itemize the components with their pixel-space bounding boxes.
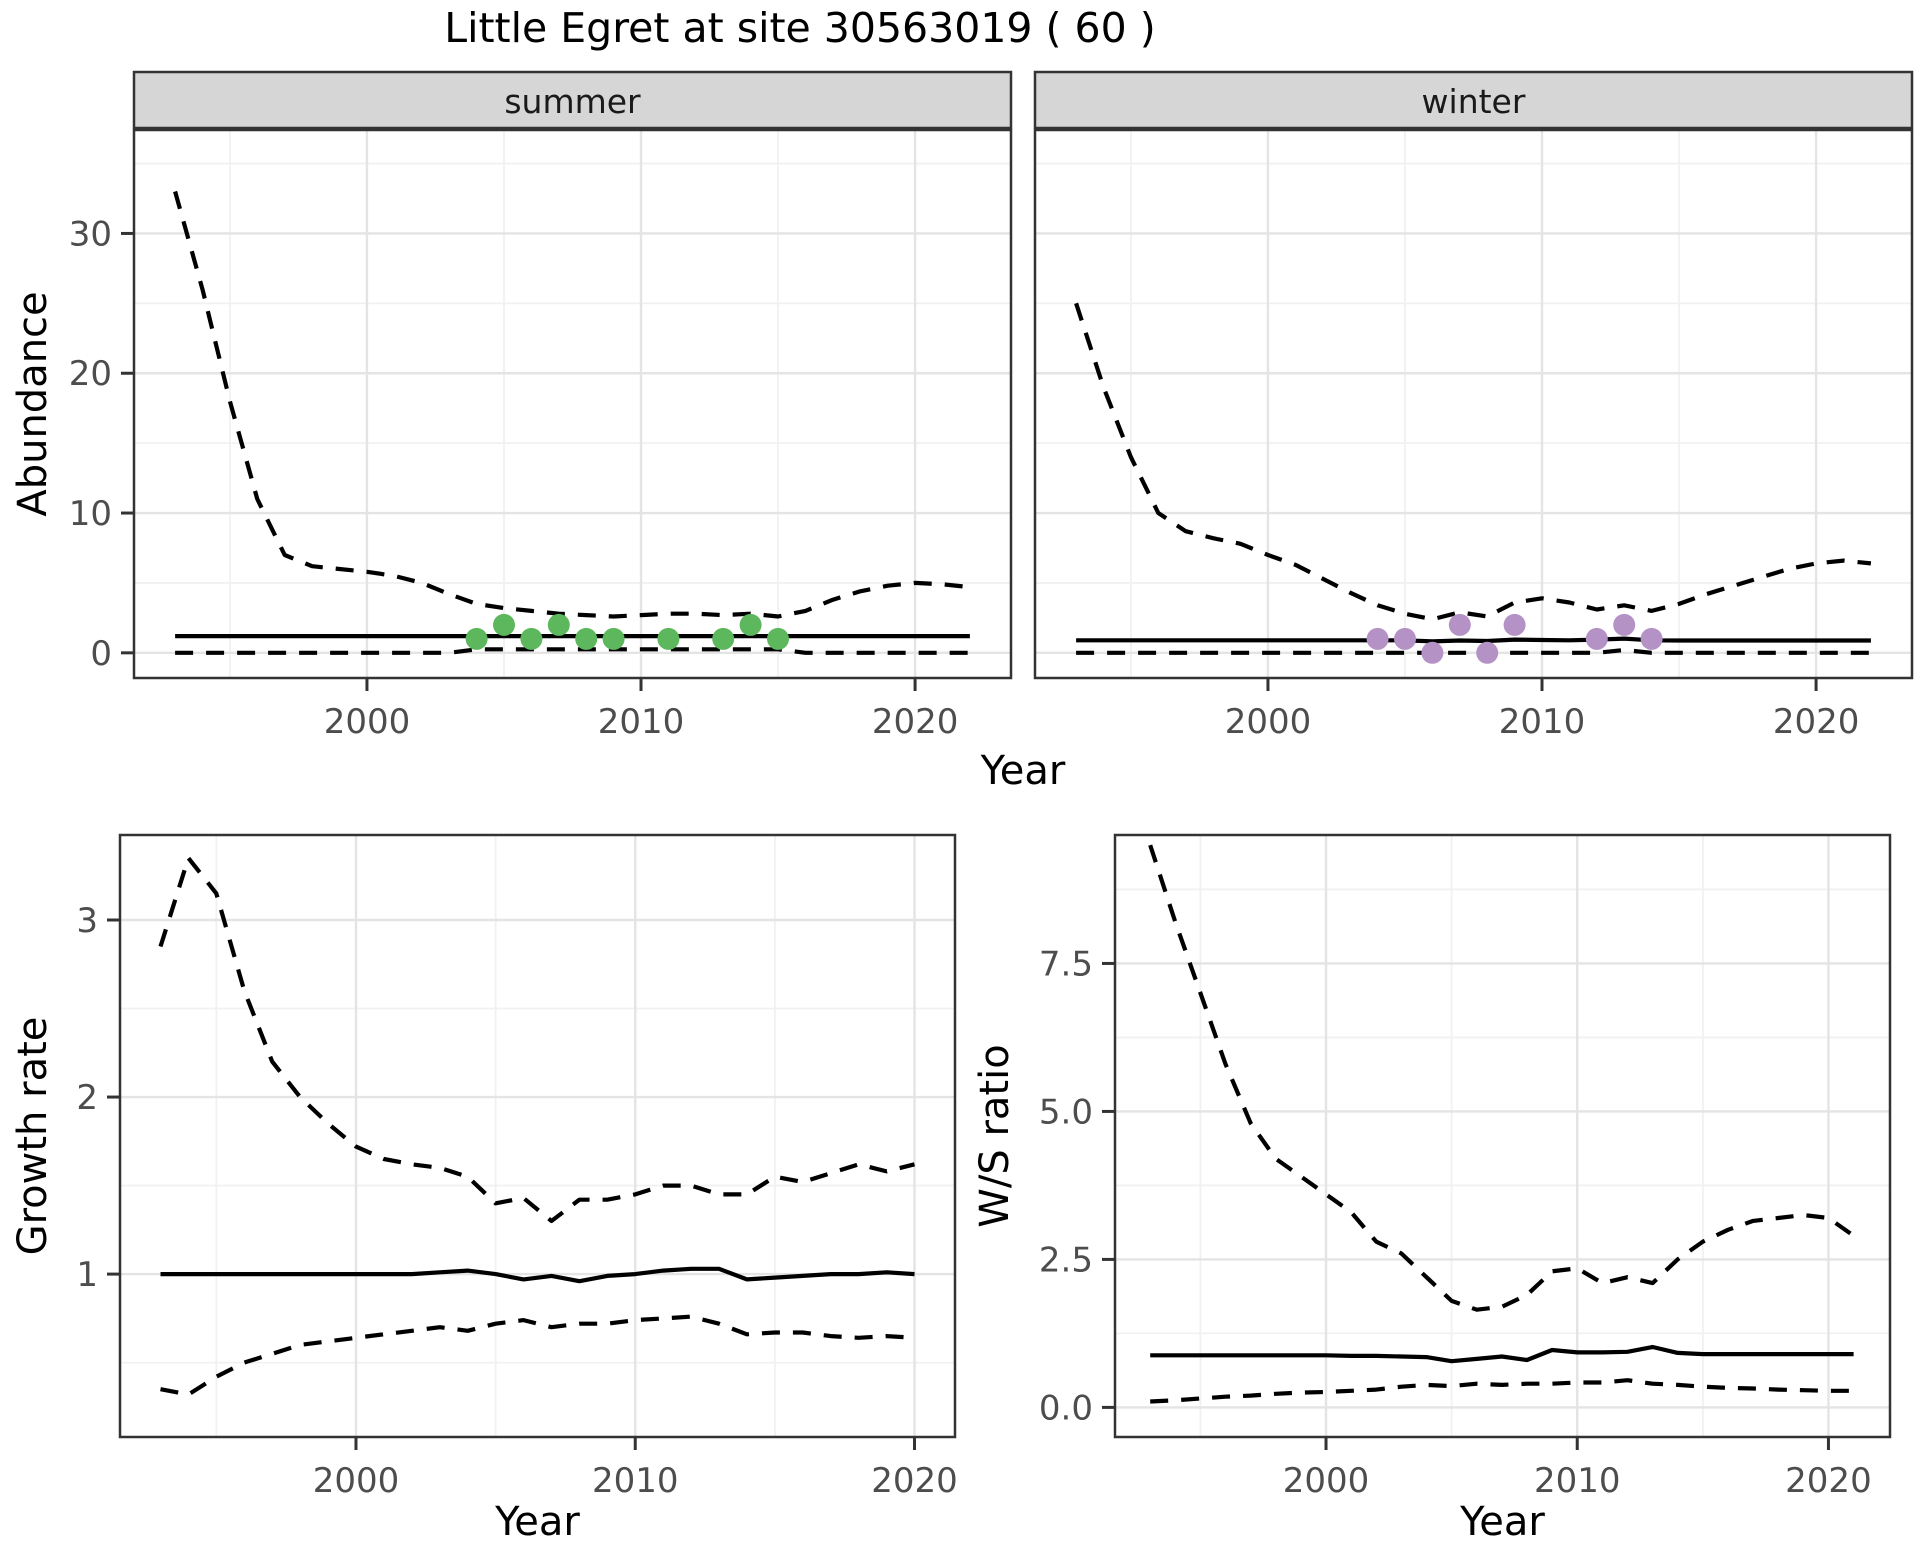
y-tick-label: 1 [76, 1255, 98, 1295]
observation-point [547, 613, 570, 636]
series-group [1074, 302, 1872, 664]
panel-abundance-winter: 2000 2010 2020 winter [1033, 70, 1914, 742]
y-tick-label: 0 [90, 634, 112, 674]
panel-background [1115, 835, 1890, 1437]
mean-line [1076, 636, 1871, 644]
lower-ci-line [160, 1314, 915, 1397]
observation-point [465, 627, 488, 650]
facet-strip: summer [132, 70, 1013, 130]
mean-line [1150, 1344, 1854, 1364]
y-axis-title-ws-ratio: W/S ratio [972, 1044, 1018, 1227]
x-axis-title-year-top: Year [980, 748, 1066, 794]
observation-point [712, 627, 735, 650]
observation-point [767, 627, 789, 650]
observation-point [739, 613, 762, 636]
y-tick-label: 20 [69, 354, 112, 394]
x-tick-label: 2010 [598, 702, 685, 742]
observation-point [575, 627, 598, 650]
lower-ci-line [1076, 647, 1871, 655]
facet-strip-background [1033, 70, 1914, 130]
x-tick-label: 2010 [592, 1461, 679, 1501]
observation-point [602, 627, 625, 650]
panel-growth-rate: 2000 2010 2020 1 2 3 Year [76, 833, 958, 1545]
y-tick-label: 2 [76, 1078, 98, 1118]
x-tick-label: 2020 [871, 1461, 958, 1501]
panel-background [120, 835, 955, 1437]
upper-ci-line [1148, 844, 1855, 1312]
series-group [173, 190, 971, 655]
observation-point [1640, 627, 1663, 650]
lower-ci-line [1150, 1378, 1854, 1404]
x-tick-label: 2000 [313, 1461, 400, 1501]
facet-strip-label: summer [504, 82, 641, 121]
x-tick-label: 2010 [1534, 1461, 1621, 1501]
series-group [1148, 844, 1855, 1404]
x-tick-label: 2010 [1499, 702, 1586, 742]
observation-point [1503, 613, 1526, 636]
panel-border [1113, 833, 1892, 1439]
observation-point [657, 627, 680, 650]
facet-strip-background [132, 70, 1013, 130]
panel-background [1035, 130, 1912, 678]
y-tick-label: 7.5 [1039, 944, 1093, 984]
panel-background [134, 130, 1011, 678]
observation-point [1421, 641, 1444, 664]
observation-point [1394, 627, 1416, 650]
facet-strip-label: winter [1422, 82, 1526, 121]
x-tick-label: 2000 [1283, 1461, 1370, 1501]
observation-point [520, 627, 543, 650]
upper-ci-line [173, 190, 971, 619]
panel-abundance-summer: 2000 2010 2020 0 10 20 30 summer [69, 70, 1013, 742]
mean-line [160, 1266, 915, 1284]
x-axis-title: Year [494, 1499, 580, 1545]
x-tick-label: 2020 [1773, 702, 1860, 742]
x-tick-label: 2000 [324, 702, 411, 742]
y-tick-label: 0.0 [1039, 1388, 1093, 1428]
panel-border [1033, 128, 1914, 680]
facet-strip: winter [1033, 70, 1914, 130]
y-tick-label: 30 [69, 214, 112, 254]
observation-point [1613, 613, 1636, 636]
y-axis-title-growth-rate: Growth rate [10, 1017, 56, 1256]
observation-point [1448, 613, 1471, 636]
lower-ci-line [175, 647, 970, 655]
observation-point [1585, 627, 1608, 650]
y-tick-label: 10 [69, 494, 112, 534]
chart-title: Little Egret at site 30563019 ( 60 ) [444, 4, 1156, 52]
y-tick-label: 3 [76, 901, 98, 941]
x-tick-label: 2020 [872, 702, 959, 742]
x-axis-title: Year [1459, 1499, 1545, 1545]
panel-border [132, 128, 1013, 680]
observation-point [1366, 627, 1389, 650]
observation-point [493, 613, 515, 636]
x-tick-label: 2020 [1785, 1461, 1872, 1501]
y-tick-label: 2.5 [1039, 1240, 1093, 1280]
x-tick-label: 2000 [1225, 702, 1312, 742]
upper-ci-line [158, 855, 916, 1224]
series-group [158, 855, 916, 1397]
y-axis-title-abundance: Abundance [10, 291, 56, 516]
panel-border [118, 833, 957, 1439]
observation-point [1476, 641, 1499, 664]
y-tick-label: 5.0 [1039, 1092, 1093, 1132]
panel-ws-ratio: 2000 2010 2020 0.0 2.5 5.0 7.5 Year [1039, 833, 1892, 1545]
upper-ci-line [1074, 302, 1872, 622]
